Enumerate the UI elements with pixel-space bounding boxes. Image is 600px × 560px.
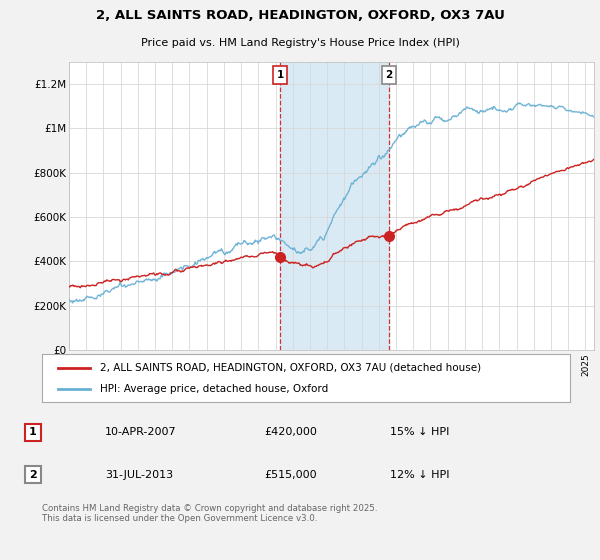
Text: HPI: Average price, detached house, Oxford: HPI: Average price, detached house, Oxfo… — [100, 384, 328, 394]
Text: Price paid vs. HM Land Registry's House Price Index (HPI): Price paid vs. HM Land Registry's House … — [140, 38, 460, 48]
Text: 1: 1 — [277, 70, 284, 80]
Text: 1: 1 — [29, 427, 37, 437]
Text: 2, ALL SAINTS ROAD, HEADINGTON, OXFORD, OX3 7AU: 2, ALL SAINTS ROAD, HEADINGTON, OXFORD, … — [95, 9, 505, 22]
Text: 10-APR-2007: 10-APR-2007 — [105, 427, 176, 437]
Text: 2, ALL SAINTS ROAD, HEADINGTON, OXFORD, OX3 7AU (detached house): 2, ALL SAINTS ROAD, HEADINGTON, OXFORD, … — [100, 363, 481, 373]
Text: £420,000: £420,000 — [264, 427, 317, 437]
Text: 31-JUL-2013: 31-JUL-2013 — [105, 470, 173, 479]
Text: Contains HM Land Registry data © Crown copyright and database right 2025.
This d: Contains HM Land Registry data © Crown c… — [42, 504, 377, 524]
Text: 15% ↓ HPI: 15% ↓ HPI — [390, 427, 449, 437]
Text: 12% ↓ HPI: 12% ↓ HPI — [390, 470, 449, 479]
Text: 2: 2 — [29, 470, 37, 479]
Bar — [280, 62, 389, 350]
Text: 2: 2 — [385, 70, 392, 80]
Text: £515,000: £515,000 — [264, 470, 317, 479]
